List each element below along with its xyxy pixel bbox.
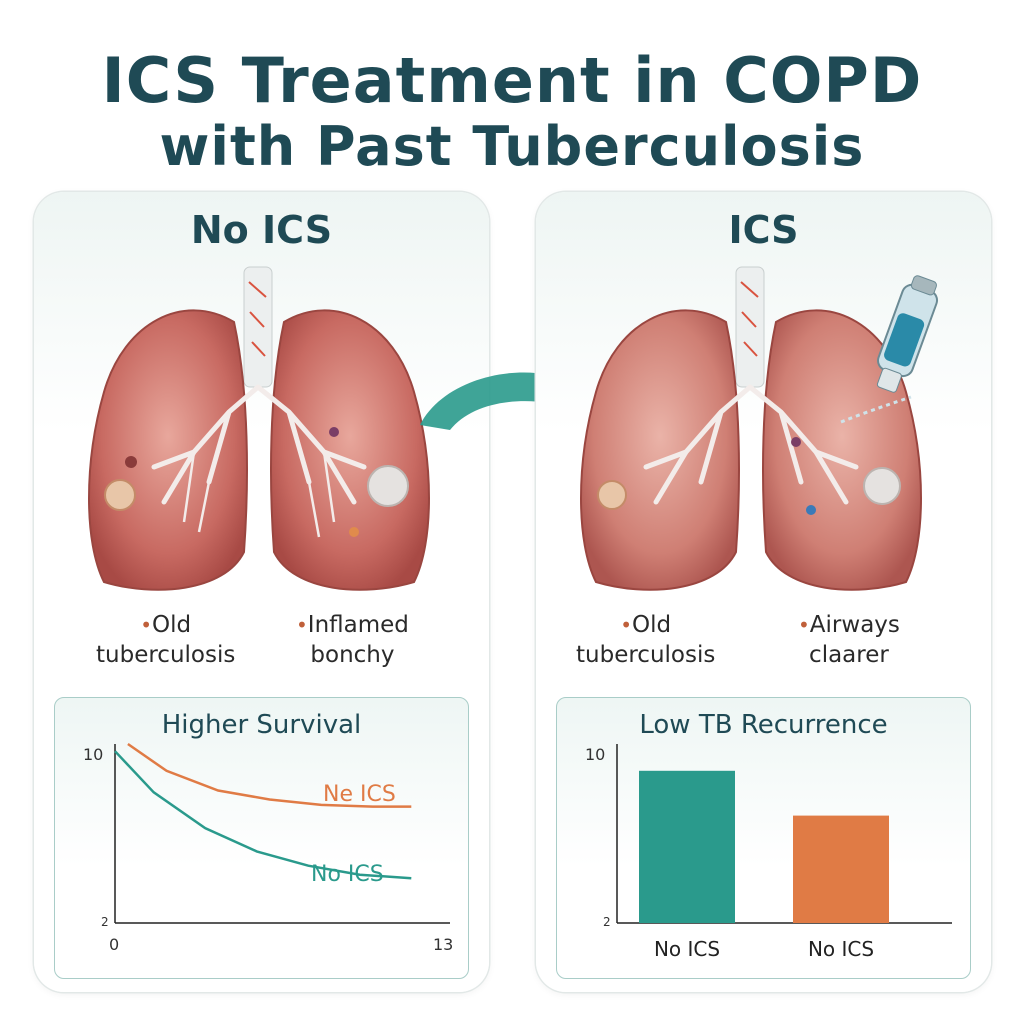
main-title-line1: ICS Treatment in COPD <box>101 44 923 117</box>
no-ics-heading: No ICS <box>190 208 333 252</box>
recurrence-bar-chart: 10 2 No ICS No ICS <box>585 744 952 961</box>
series-label-no-ics: No ICS <box>311 862 384 887</box>
y-tick-bottom: 2 <box>603 915 611 929</box>
series-no-ics-line <box>114 750 412 880</box>
x-tick-no-ics-1: No ICS <box>654 937 720 961</box>
ics-panel: ICS •Old tuberculosis •Airw <box>536 192 991 992</box>
tb-nodule <box>863 467 901 505</box>
bullet-dot-icon: • <box>620 613 633 637</box>
main-title-line2: with Past Tuberculosis <box>159 115 865 178</box>
bullet-dot-icon: • <box>798 613 810 637</box>
trachea <box>735 266 765 388</box>
bar-no-ics-2 <box>793 815 889 923</box>
lungs-illustration-left <box>88 266 430 591</box>
label-inflamed-bronchi: •Inflamed bonchy <box>296 612 409 668</box>
left-lung <box>88 309 248 591</box>
old-tb-lesion <box>104 479 136 511</box>
old-tb-lesion <box>597 480 627 510</box>
x-tick-end: 13 <box>433 935 453 954</box>
no-ics-panel: No ICS •Old tuberculosis •Inflamed b <box>34 192 489 992</box>
trachea <box>243 266 273 388</box>
inhaler-icon <box>876 275 939 393</box>
bullet-dot-icon: • <box>296 613 308 637</box>
label-old-tuberculosis: •Old tuberculosis <box>576 612 716 668</box>
survival-line-chart: 10 2 0 13 Ne ICS No ICS <box>83 742 453 954</box>
left-lung <box>580 309 740 591</box>
y-tick-top: 10 <box>585 745 605 764</box>
bullet-dot-icon: • <box>140 613 153 637</box>
label-old-tuberculosis: •Old tuberculosis <box>96 612 236 668</box>
series-ne-ics-line <box>127 742 412 808</box>
y-tick-bottom: 2 <box>101 915 109 929</box>
series-label-ne-ics: Ne ICS <box>323 782 396 807</box>
survival-chart: Higher Survival 10 2 0 13 Ne ICS No ICS <box>54 697 469 979</box>
ics-heading: ICS <box>728 208 799 252</box>
recurrence-chart-title: Low TB Recurrence <box>639 710 888 740</box>
right-lung <box>270 309 430 591</box>
tb-nodule <box>367 465 409 507</box>
label-airways-clearer: •Airways claarer <box>798 612 900 668</box>
bar-no-ics-1 <box>639 770 735 923</box>
y-tick-top: 10 <box>83 745 103 764</box>
x-tick-no-ics-2: No ICS <box>808 937 874 961</box>
survival-chart-title: Higher Survival <box>161 710 362 740</box>
recurrence-chart: Low TB Recurrence 10 2 No ICS No ICS <box>556 697 971 979</box>
transition-arrow-icon <box>420 355 585 430</box>
lungs-illustration-right <box>580 266 939 591</box>
x-tick-start: 0 <box>109 935 119 954</box>
